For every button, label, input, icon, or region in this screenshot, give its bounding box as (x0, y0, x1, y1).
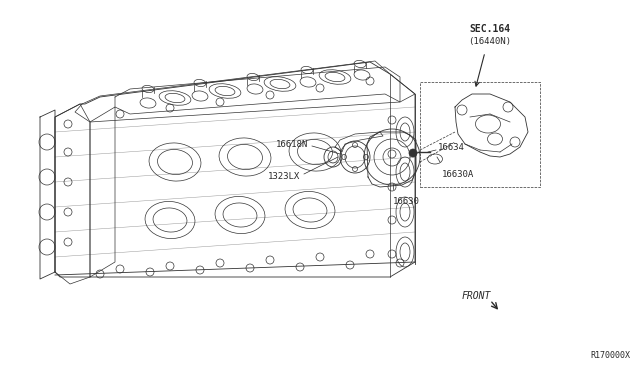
Text: 16630A: 16630A (442, 170, 474, 179)
Circle shape (409, 149, 417, 157)
Text: (16440N): (16440N) (468, 37, 511, 46)
Text: 1323LX: 1323LX (268, 171, 300, 180)
Text: SEC.164: SEC.164 (469, 24, 511, 34)
Text: R170000X: R170000X (590, 351, 630, 360)
Text: 16634: 16634 (438, 142, 465, 151)
Text: 16630: 16630 (393, 197, 420, 206)
Text: FRONT: FRONT (462, 291, 492, 301)
Text: 16618N: 16618N (276, 140, 308, 148)
